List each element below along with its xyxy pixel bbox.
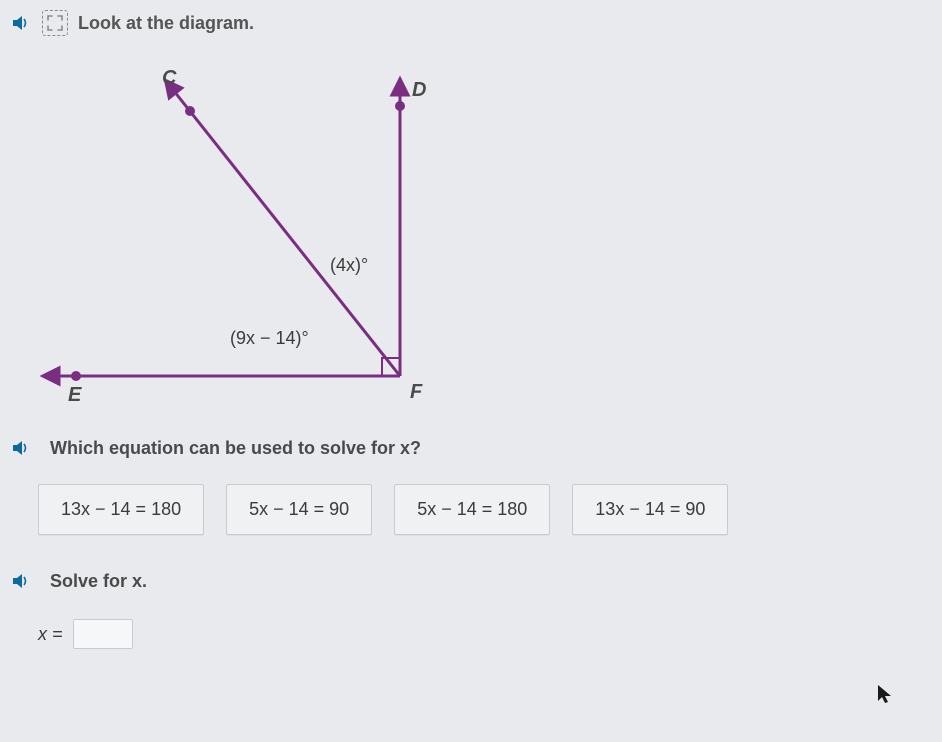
- label-d: D: [412, 79, 426, 101]
- choice-4[interactable]: 13x − 14 = 90: [572, 484, 728, 535]
- section-2-header: Which equation can be used to solve for …: [8, 436, 942, 460]
- angle-label-efc: (9x − 14)°: [230, 328, 309, 348]
- speaker-icon[interactable]: [8, 436, 32, 460]
- answer-input[interactable]: [73, 619, 133, 649]
- section-3-prompt: Solve for x.: [50, 571, 147, 592]
- choice-2[interactable]: 5x − 14 = 90: [226, 484, 372, 535]
- section-1-prompt: Look at the diagram.: [78, 13, 254, 34]
- choice-3[interactable]: 5x − 14 = 180: [394, 484, 550, 535]
- angle-label-cfd: (4x)°: [330, 255, 368, 275]
- choices-row: 13x − 14 = 180 5x − 14 = 90 5x − 14 = 18…: [38, 484, 942, 535]
- expand-icon[interactable]: [42, 10, 68, 36]
- label-c: C: [162, 67, 177, 89]
- answer-lhs: x =: [38, 624, 63, 645]
- angle-diagram: C D E F (4x)° (9x − 14)°: [30, 56, 510, 416]
- speaker-icon[interactable]: [8, 569, 32, 593]
- choice-1[interactable]: 13x − 14 = 180: [38, 484, 204, 535]
- section-2-prompt: Which equation can be used to solve for …: [50, 438, 421, 459]
- section-1-header: Look at the diagram.: [8, 10, 942, 36]
- label-f: F: [410, 381, 423, 403]
- speaker-icon[interactable]: [8, 11, 32, 35]
- label-e: E: [68, 384, 82, 406]
- cursor-icon: [876, 683, 894, 710]
- section-3-header: Solve for x.: [8, 569, 942, 593]
- answer-row: x =: [38, 619, 942, 649]
